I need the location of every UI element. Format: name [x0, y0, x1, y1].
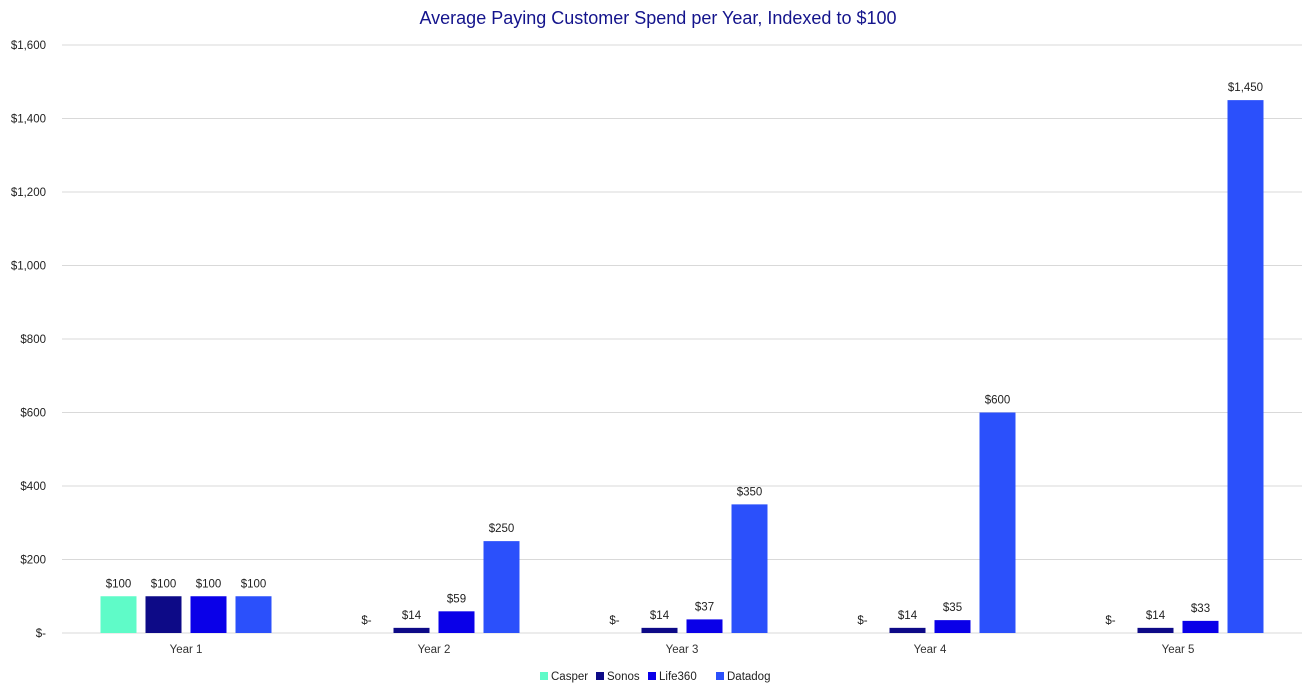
data-label: $14 — [1146, 610, 1166, 622]
bar — [934, 620, 971, 633]
bar — [686, 619, 723, 633]
legend-label: Sonos — [607, 671, 640, 683]
legend-swatch — [648, 672, 656, 680]
data-label: $- — [1105, 615, 1115, 627]
data-label: $59 — [447, 593, 466, 605]
data-label: $100 — [241, 578, 267, 590]
x-category-label: Year 3 — [666, 644, 699, 656]
x-axis-category-labels: Year 1 Year 2 Year 3 Year 4 Year 5 — [170, 644, 1195, 656]
legend: Casper Sonos Life360 Datadog — [540, 671, 770, 683]
bar — [1182, 620, 1219, 633]
gridlines — [62, 44, 1302, 634]
chart-title: Average Paying Customer Spend per Year, … — [419, 8, 896, 28]
bar — [889, 627, 926, 633]
data-label: $- — [361, 615, 371, 627]
data-label: $1,450 — [1228, 82, 1263, 94]
bar — [1137, 627, 1174, 633]
bar — [100, 596, 137, 633]
y-tick-label: $1,200 — [11, 187, 46, 199]
x-category-label: Year 4 — [914, 644, 947, 656]
data-label: $100 — [151, 578, 177, 590]
bar — [483, 541, 520, 633]
legend-swatch — [596, 672, 604, 680]
data-label: $100 — [196, 578, 222, 590]
data-label: $37 — [695, 601, 714, 613]
legend-swatch — [716, 672, 724, 680]
data-label: $33 — [1191, 603, 1210, 615]
bar — [145, 596, 182, 633]
y-tick-label: $800 — [20, 334, 46, 346]
data-label: $600 — [985, 395, 1011, 407]
bar — [979, 412, 1016, 633]
y-tick-label: $- — [36, 628, 46, 640]
bar — [1227, 100, 1264, 633]
data-label: $250 — [489, 523, 515, 535]
x-category-label: Year 5 — [1162, 644, 1195, 656]
data-label: $14 — [898, 610, 918, 622]
bar — [731, 504, 768, 633]
bar — [235, 596, 272, 633]
bar — [641, 627, 678, 633]
x-category-label: Year 1 — [170, 644, 203, 656]
data-labels: $100 $100 $100 $100 $- $14 $59 $250 $- $14 $37 $350… — [106, 82, 1263, 627]
y-tick-label: $400 — [20, 481, 46, 493]
bar — [190, 596, 227, 633]
x-category-label: Year 2 — [418, 644, 451, 656]
y-tick-label: $200 — [20, 555, 46, 567]
y-tick-label: $600 — [20, 408, 46, 420]
legend-label: Life360 — [659, 671, 697, 683]
y-tick-label: $1,600 — [11, 40, 46, 52]
bar — [438, 611, 475, 633]
y-tick-label: $1,400 — [11, 114, 46, 126]
y-tick-label: $1,000 — [11, 261, 46, 273]
data-label: $350 — [737, 486, 763, 498]
data-label: $- — [609, 615, 619, 627]
legend-label: Datadog — [727, 671, 770, 683]
data-label: $14 — [402, 610, 422, 622]
data-label: $100 — [106, 578, 132, 590]
data-label: $14 — [650, 610, 670, 622]
legend-swatch — [540, 672, 548, 680]
y-axis-tick-labels: $- $200 $400 $600 $800 $1,000 $1,200 $1,400 $1,6… — [11, 40, 46, 640]
bars — [100, 100, 1264, 633]
bar — [393, 627, 430, 633]
data-label: $- — [857, 615, 867, 627]
data-label: $35 — [943, 602, 962, 614]
legend-label: Casper — [551, 671, 588, 683]
